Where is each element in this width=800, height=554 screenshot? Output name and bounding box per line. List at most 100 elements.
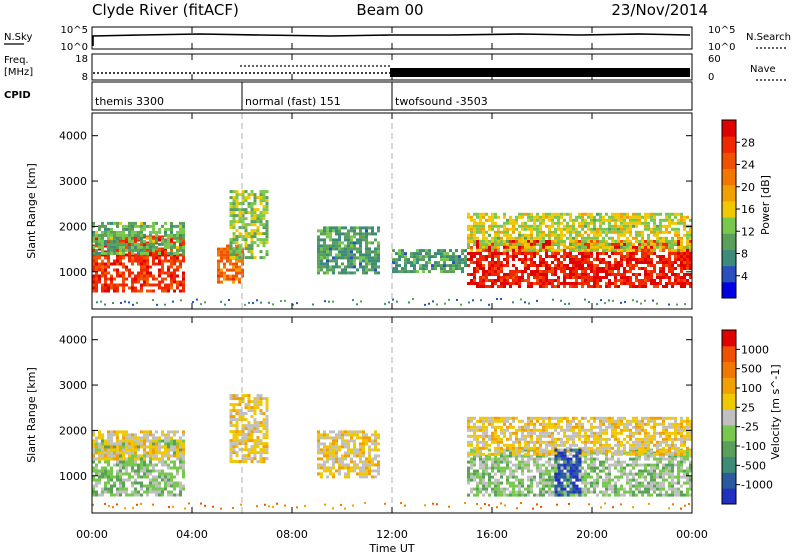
heatmap-cell [686, 448, 689, 452]
heatmap-cell [536, 493, 539, 497]
heatmap-cell [647, 224, 650, 228]
heatmap-cell [437, 264, 440, 268]
heatmap-cell [521, 270, 524, 273]
heatmap-cell [155, 457, 158, 461]
heatmap-cell [170, 475, 173, 479]
heatmap-cell [599, 285, 602, 288]
heatmap-cell [596, 279, 599, 282]
heatmap-cell [479, 258, 482, 261]
heatmap-cell [485, 463, 488, 467]
heatmap-cell [359, 442, 362, 446]
heatmap-cell [155, 236, 158, 240]
heatmap-cell [353, 433, 356, 437]
heatmap-cell [593, 233, 596, 237]
heatmap-cell [371, 265, 374, 269]
heatmap-cell [353, 235, 356, 239]
heatmap-cell [689, 484, 692, 488]
heatmap-cell [476, 490, 479, 494]
heatmap-cell [650, 466, 653, 470]
heatmap-cell [338, 232, 341, 236]
heatmap-cell [161, 478, 164, 482]
heatmap-cell [644, 218, 647, 222]
cpid-panel: CPID themis 3300 normal (fast) 151 twofsou… [4, 81, 693, 111]
heatmap-cell [494, 463, 497, 467]
heatmap-cell [182, 271, 185, 275]
heatmap-cell [659, 239, 662, 243]
heatmap-cell [182, 236, 185, 240]
heatmap-cell [620, 261, 623, 264]
heatmap-cell [635, 233, 638, 237]
heatmap-cell [292, 303, 294, 306]
heatmap-cell [232, 394, 236, 398]
heatmap-cell [137, 233, 140, 237]
heatmap-cell [182, 277, 185, 281]
heatmap-cell [677, 466, 680, 470]
heatmap-cell [143, 245, 146, 249]
heatmap-cell [470, 258, 473, 261]
heatmap-cell [326, 451, 329, 455]
heatmap-cell [488, 252, 491, 255]
heatmap-cell [217, 247, 220, 251]
heatmap-cell [542, 261, 545, 264]
heatmap-cell [689, 233, 692, 237]
heatmap-cell [131, 280, 134, 284]
heatmap-cell [587, 215, 590, 219]
heatmap-cell [344, 256, 347, 260]
heatmap-cell [593, 487, 596, 491]
heatmap-cell [584, 273, 587, 276]
heatmap-cell [608, 478, 611, 482]
heatmap-cell [632, 248, 635, 252]
heatmap-cell [265, 436, 269, 440]
heatmap-cell [554, 236, 557, 240]
heatmap-cell [161, 280, 164, 284]
heatmap-cell [232, 214, 236, 218]
heatmap-cell [677, 252, 680, 255]
heatmap-cell [101, 439, 104, 443]
heatmap-cell [461, 261, 464, 265]
heatmap-cell [656, 227, 659, 231]
heatmap-cell [473, 273, 476, 276]
heatmap-cell [581, 255, 584, 258]
heatmap-cell [470, 490, 473, 494]
heatmap-cell [629, 218, 632, 222]
heatmap-cell [611, 245, 614, 249]
heatmap-cell [235, 220, 239, 224]
heatmap-cell [92, 490, 95, 494]
heatmap-cell [173, 256, 176, 260]
heatmap-cell [250, 217, 254, 221]
heatmap-cell [404, 252, 407, 256]
heatmap-cell [626, 236, 629, 240]
heatmap-cell [458, 258, 461, 262]
heatmap-cell [143, 235, 146, 239]
heatmap-cell [683, 258, 686, 261]
heatmap-cell [131, 256, 134, 260]
heatmap-cell [140, 481, 143, 485]
heatmap-cell [229, 241, 233, 245]
heatmap-cell [524, 270, 527, 273]
heatmap-cell [95, 442, 98, 446]
heatmap-cell [638, 454, 641, 458]
heatmap-cell [332, 472, 335, 476]
heatmap-cell [578, 245, 581, 249]
heatmap-cell [247, 256, 251, 260]
heatmap-cell [253, 412, 257, 416]
heatmap-cell [638, 484, 641, 488]
heatmap-cell [107, 454, 110, 458]
heatmap-cell [548, 270, 551, 273]
heatmap-cell [659, 224, 662, 228]
heatmap-cell [647, 463, 650, 467]
heatmap-cell [587, 227, 590, 231]
heatmap-cell [253, 193, 257, 197]
heatmap-cell [512, 252, 515, 255]
heatmap-cell [671, 273, 674, 276]
heatmap-cell [497, 484, 500, 488]
heatmap-cell [641, 267, 644, 270]
heatmap-cell [320, 256, 323, 260]
heatmap-cell [512, 270, 515, 273]
heatmap-cell [494, 230, 497, 234]
heatmap-cell [482, 233, 485, 237]
heatmap-cell [635, 478, 638, 482]
heatmap-cell [551, 484, 554, 488]
heatmap-cell [575, 279, 578, 282]
heatmap-cell [365, 442, 368, 446]
